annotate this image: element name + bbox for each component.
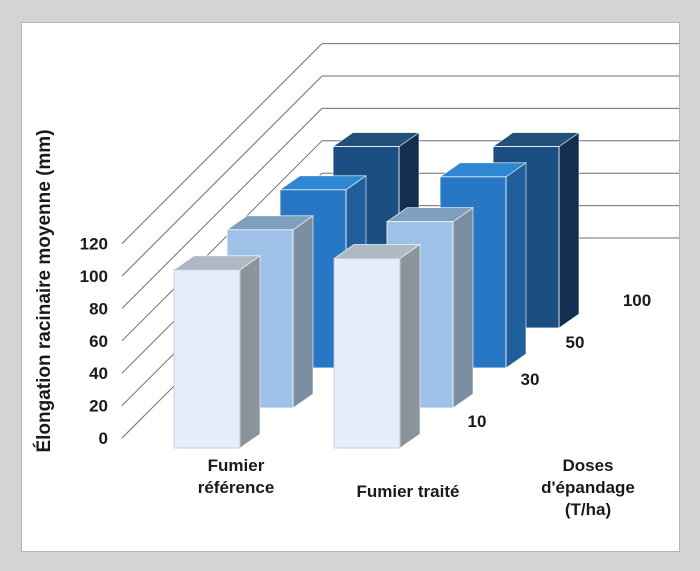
y-tick-label: 40: [89, 364, 108, 383]
y-tick-label: 20: [89, 397, 108, 416]
y-tick-label: 60: [89, 332, 108, 351]
gridline-wall: [121, 108, 323, 309]
depth-label-100: 100: [623, 291, 651, 310]
y-axis-title: Élongation racinaire moyenne (mm): [33, 129, 55, 452]
bar-10-1: [333, 243, 421, 449]
x-category-label: Fumier traité: [357, 482, 460, 501]
chart-frame: 0 20 40 60 80 100 120 Fumier référence Fumier tr…: [21, 22, 680, 552]
depth-labels: 10 30 50 100 Doses d'épandage (T/ha): [468, 291, 652, 519]
y-tick-labels: 0 20 40 60 80 100 120: [80, 235, 108, 448]
depth-label-10: 10: [468, 412, 487, 431]
x-category-labels: Fumier référence Fumier traité: [198, 456, 460, 501]
gridline-wall: [121, 75, 323, 277]
gridline-wall: [121, 43, 323, 244]
chart-svg: 0 20 40 60 80 100 120 Fumier référence Fumier tr…: [33, 43, 679, 519]
bar-10-0: [173, 255, 261, 449]
depth-axis-title: Doses d'épandage (T/ha): [541, 456, 635, 519]
y-tick-label: 0: [99, 429, 108, 448]
gridline-wall: [121, 140, 323, 342]
depth-label-30: 30: [521, 370, 540, 389]
chart-bars: [173, 131, 580, 449]
depth-label-50: 50: [566, 333, 585, 352]
x-category-label: Fumier référence: [198, 456, 275, 497]
y-tick-label: 100: [80, 267, 108, 286]
y-tick-label: 80: [89, 299, 108, 318]
y-tick-label: 120: [80, 235, 108, 254]
